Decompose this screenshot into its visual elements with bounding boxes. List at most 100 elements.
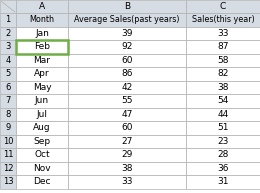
Text: 11: 11 (3, 150, 13, 159)
Bar (68, 13, 186, 26)
Bar (0, 53, 16, 67)
Text: Month: Month (29, 15, 55, 24)
Bar (16, 0, 68, 13)
Bar (0, 94, 16, 108)
Text: 13: 13 (3, 177, 13, 186)
Bar (16, 94, 68, 108)
Bar (16, 80, 68, 94)
Bar (186, 108, 260, 121)
Text: 38: 38 (121, 164, 133, 173)
Text: 8: 8 (5, 110, 11, 119)
Bar (186, 94, 260, 108)
Bar (68, 80, 186, 94)
Text: 1: 1 (5, 15, 11, 24)
Text: Jul: Jul (36, 110, 48, 119)
Bar (0, 162, 16, 175)
Bar (16, 148, 68, 162)
Bar (0, 40, 16, 53)
Bar (0, 175, 16, 189)
Bar (16, 67, 68, 80)
Bar (186, 53, 260, 67)
Bar (186, 0, 260, 13)
Bar (186, 26, 260, 40)
Bar (186, 13, 260, 26)
Bar (68, 67, 186, 80)
Bar (68, 175, 186, 189)
Bar (186, 80, 260, 94)
Bar (16, 108, 68, 121)
Bar (16, 175, 68, 189)
Bar (68, 26, 186, 40)
Bar (16, 40, 68, 53)
Bar (16, 13, 68, 26)
Bar (68, 148, 186, 162)
Bar (16, 53, 68, 67)
Text: Jun: Jun (35, 96, 49, 105)
Bar (0, 0, 16, 13)
Text: Feb: Feb (34, 42, 50, 51)
Text: Nov: Nov (33, 164, 51, 173)
Text: 2: 2 (5, 29, 11, 38)
Text: Mar: Mar (34, 56, 50, 65)
Text: 28: 28 (217, 150, 229, 159)
Text: 58: 58 (217, 56, 229, 65)
Text: 44: 44 (217, 110, 229, 119)
Text: Dec: Dec (33, 177, 51, 186)
Text: C: C (220, 2, 226, 11)
Text: A: A (39, 2, 45, 11)
Bar (16, 40, 68, 53)
Text: 12: 12 (3, 164, 13, 173)
Text: Oct: Oct (34, 150, 50, 159)
Text: 3: 3 (5, 42, 11, 51)
Bar (186, 121, 260, 135)
Bar (68, 40, 186, 53)
Bar (68, 53, 186, 67)
Bar (68, 121, 186, 135)
Text: Sep: Sep (34, 137, 50, 146)
Bar (16, 162, 68, 175)
Text: 5: 5 (5, 69, 11, 78)
Text: 31: 31 (217, 177, 229, 186)
Text: 4: 4 (5, 56, 11, 65)
Text: 33: 33 (121, 177, 133, 186)
Text: B: B (124, 2, 130, 11)
Bar (186, 175, 260, 189)
Bar (16, 26, 68, 40)
Bar (16, 121, 68, 135)
Text: 47: 47 (121, 110, 133, 119)
Bar (0, 80, 16, 94)
Text: 86: 86 (121, 69, 133, 78)
Text: 10: 10 (3, 137, 13, 146)
Text: 7: 7 (5, 96, 11, 105)
Bar (186, 67, 260, 80)
Text: 55: 55 (121, 96, 133, 105)
Text: 82: 82 (217, 69, 229, 78)
Text: Apr: Apr (34, 69, 50, 78)
Text: 27: 27 (121, 137, 133, 146)
Bar (68, 0, 186, 13)
Text: 33: 33 (217, 29, 229, 38)
Bar (68, 94, 186, 108)
Bar (68, 162, 186, 175)
Text: 54: 54 (217, 96, 229, 105)
Text: 51: 51 (217, 123, 229, 132)
Bar (0, 135, 16, 148)
Text: Jan: Jan (35, 29, 49, 38)
Bar (0, 108, 16, 121)
Text: 9: 9 (5, 123, 11, 132)
Text: 87: 87 (217, 42, 229, 51)
Text: 6: 6 (5, 83, 11, 92)
Bar (16, 135, 68, 148)
Text: 36: 36 (217, 164, 229, 173)
Bar (0, 26, 16, 40)
Bar (186, 135, 260, 148)
Bar (0, 121, 16, 135)
Text: 23: 23 (217, 137, 229, 146)
Bar (0, 148, 16, 162)
Text: 39: 39 (121, 29, 133, 38)
Bar (0, 67, 16, 80)
Bar (0, 13, 16, 26)
Text: 42: 42 (121, 83, 133, 92)
Bar (68, 135, 186, 148)
Text: 60: 60 (121, 56, 133, 65)
